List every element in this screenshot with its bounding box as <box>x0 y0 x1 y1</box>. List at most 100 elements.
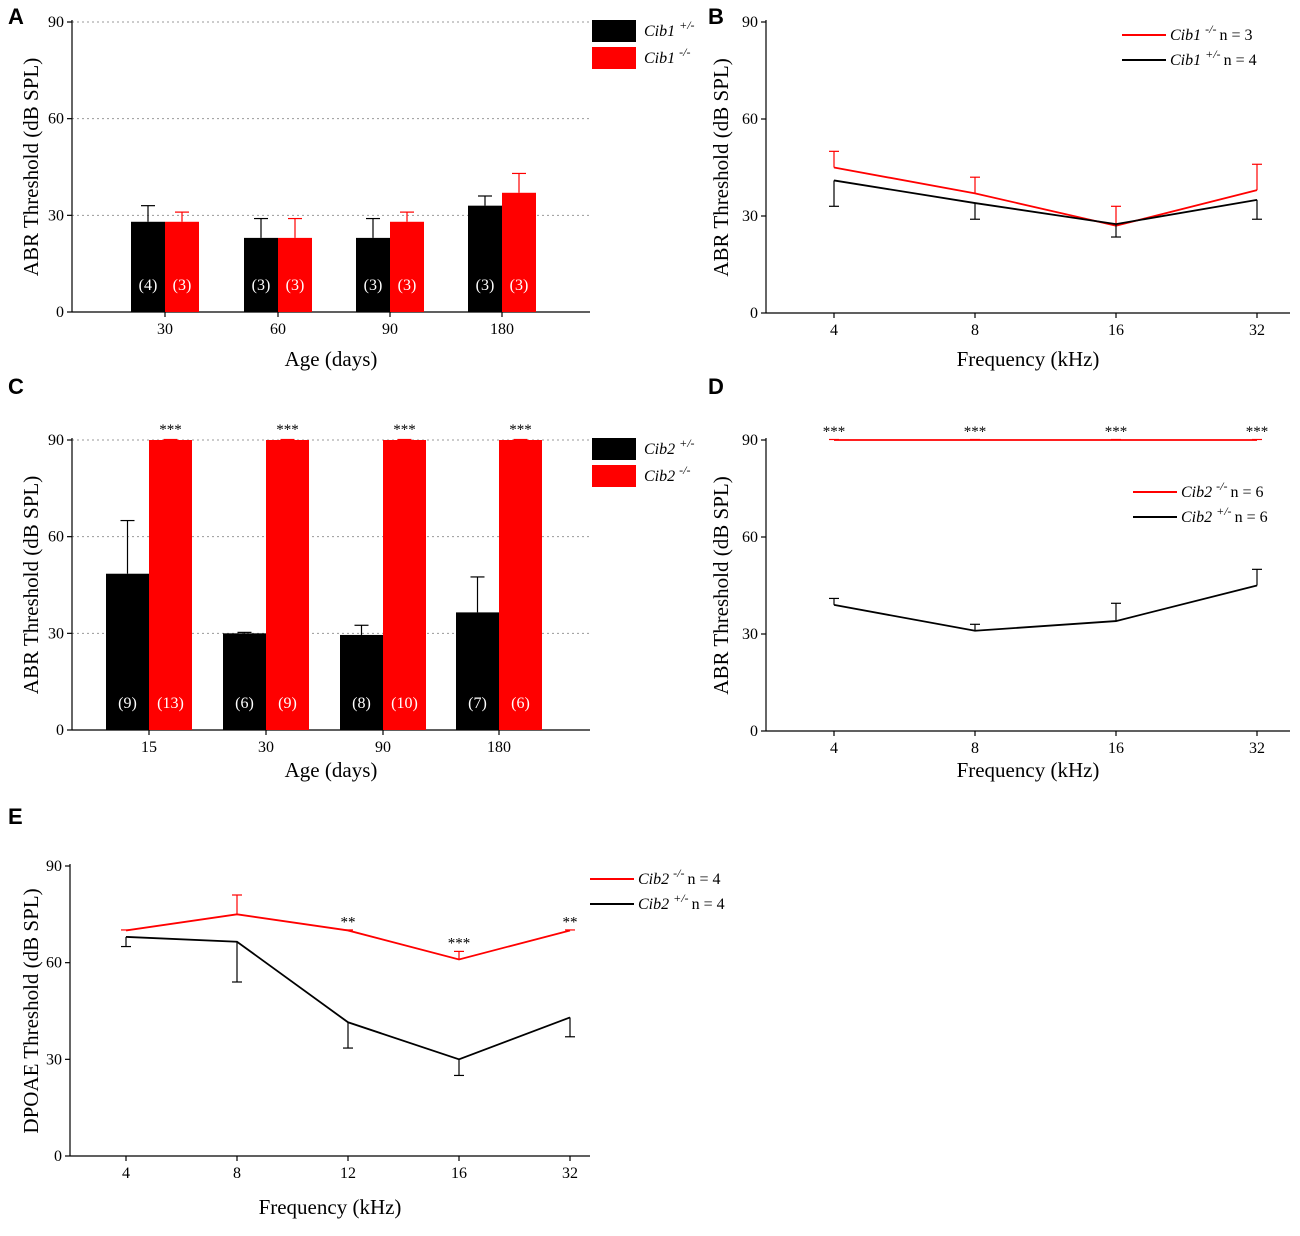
legend-n: n = 4 <box>687 871 720 888</box>
legend-genotype: +/- <box>679 436 694 450</box>
panel-b: 0 30 60 90 Frequency (kHz) ABR Threshold (dB … <box>708 4 1290 371</box>
significance-stars: *** <box>509 422 532 438</box>
panel-d: 0 30 60 90 Frequency (kHz) ABR Threshold (dB … <box>708 374 1290 782</box>
n-label: (9) <box>118 695 137 712</box>
n-label: (8) <box>352 695 371 712</box>
y-tick-label: 30 <box>48 625 64 642</box>
legend-genotype: +/- <box>673 891 688 905</box>
bar----30 <box>165 221 199 312</box>
y-tick-label: 90 <box>742 432 758 449</box>
bar-+--15 <box>106 573 149 730</box>
panel-e: 0 30 60 90 Frequency (kHz) DPOAE Threshold (d… <box>8 804 725 1219</box>
x-tick-label: 16 <box>451 1165 467 1182</box>
legend-label: Cib2 +/- n = 4 <box>638 891 725 913</box>
y-tick-label: 60 <box>742 529 758 546</box>
x-tick-label: 8 <box>971 322 979 339</box>
y-tick-label: 60 <box>742 111 758 128</box>
legend-label: Cib1 +/- <box>644 18 695 40</box>
y-tick-label: 60 <box>46 955 62 972</box>
n-label: (3) <box>510 277 529 294</box>
x-axis-title: Frequency (kHz) <box>957 347 1100 371</box>
panel-c: 0 30 60 90 Age (days) ABR Threshold (dB SPL) C… <box>8 374 695 782</box>
x-tick-label: 16 <box>1108 322 1124 339</box>
n-label: (3) <box>476 277 495 294</box>
bar-+--60 <box>244 237 278 312</box>
legend-swatch <box>592 465 636 487</box>
bar-+--180 <box>468 205 502 312</box>
x-tick-label: 30 <box>258 739 274 756</box>
y-tick-label: 90 <box>742 14 758 31</box>
n-label: (3) <box>364 277 383 294</box>
legend-label: Cib2 -/- <box>644 463 690 485</box>
y-tick-label: 0 <box>750 305 758 322</box>
legend-genotype: -/- <box>679 463 690 477</box>
n-label: (7) <box>468 695 487 712</box>
n-label: (4) <box>139 277 158 294</box>
y-axis-title: ABR Threshold (dB SPL) <box>19 476 43 694</box>
x-tick-label: 180 <box>487 739 511 756</box>
y-tick-label: 30 <box>742 208 758 225</box>
x-tick-label: 32 <box>1249 322 1265 339</box>
legend-n: n = 6 <box>1230 484 1263 501</box>
n-label: (3) <box>398 277 417 294</box>
significance-stars: *** <box>964 424 987 440</box>
legend-label: Cib2 -/- n = 6 <box>1181 479 1263 501</box>
x-tick-label: 90 <box>382 321 398 338</box>
y-axis-title: ABR Threshold (dB SPL) <box>709 58 733 276</box>
n-label: (3) <box>173 277 192 294</box>
y-tick-label: 60 <box>48 111 64 128</box>
significance-stars: *** <box>1246 424 1269 440</box>
bar-+--90 <box>340 634 383 730</box>
significance-stars: ** <box>563 914 578 930</box>
legend-n: n = 6 <box>1235 509 1268 526</box>
bar-+--30 <box>223 633 266 730</box>
x-axis-title: Age (days) <box>285 347 378 371</box>
n-label: (13) <box>157 695 184 712</box>
legend-n: n = 3 <box>1219 27 1252 44</box>
x-axis-title: Frequency (kHz) <box>957 758 1100 782</box>
y-tick-label: 0 <box>750 723 758 740</box>
n-label: (3) <box>286 277 305 294</box>
legend-genotype: -/- <box>1216 479 1227 493</box>
panel-letter: A <box>8 4 24 29</box>
n-label: (10) <box>391 695 418 712</box>
bar-+--90 <box>356 237 390 312</box>
y-tick-label: 90 <box>48 432 64 449</box>
n-label: (9) <box>278 695 297 712</box>
significance-stars: *** <box>276 422 299 438</box>
y-tick-label: 0 <box>54 1148 62 1165</box>
legend-label: Cib1 +/- n = 4 <box>1170 47 1257 69</box>
bar----180 <box>502 192 536 312</box>
x-tick-label: 30 <box>157 321 173 338</box>
x-tick-label: 32 <box>1249 740 1265 757</box>
significance-stars: ** <box>341 914 356 930</box>
legend-swatch <box>592 47 636 69</box>
legend-gene: Cib1 <box>1170 27 1201 44</box>
x-tick-label: 90 <box>375 739 391 756</box>
legend-gene: Cib1 <box>644 50 675 67</box>
x-axis-title: Frequency (kHz) <box>259 1195 402 1219</box>
legend-n: n = 4 <box>1224 52 1257 69</box>
bar----180 <box>499 440 542 730</box>
y-tick-label: 30 <box>48 207 64 224</box>
y-tick-label: 90 <box>46 858 62 875</box>
legend-label: Cib1 -/- <box>644 45 690 67</box>
bar----15 <box>149 440 192 730</box>
bar----90 <box>390 221 424 312</box>
panel-letter: B <box>708 4 724 29</box>
y-tick-label: 0 <box>56 722 64 739</box>
y-tick-label: 60 <box>48 529 64 546</box>
legend-label: Cib2 -/- n = 4 <box>638 866 720 888</box>
x-tick-label: 4 <box>122 1165 130 1182</box>
legend-genotype: -/- <box>679 45 690 59</box>
significance-stars: *** <box>159 422 182 438</box>
legend-gene: Cib1 <box>644 23 675 40</box>
significance-stars: *** <box>448 935 471 951</box>
panel-letter: C <box>8 374 24 399</box>
y-tick-label: 0 <box>56 304 64 321</box>
significance-stars: *** <box>393 422 416 438</box>
y-tick-label: 30 <box>742 626 758 643</box>
x-tick-label: 180 <box>490 321 514 338</box>
panel-letter: E <box>8 804 23 829</box>
